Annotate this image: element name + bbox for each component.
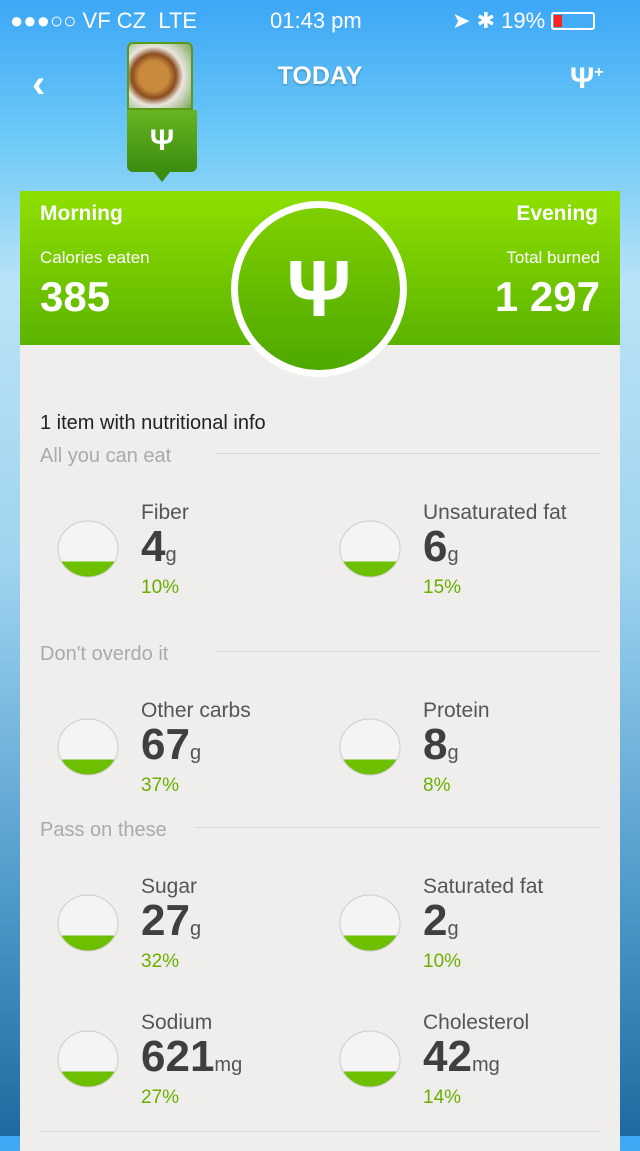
apple-icon xyxy=(53,511,123,581)
fork-knife-icon: Ψ xyxy=(127,110,197,172)
nutrient-fiber: Fiber 4g 10% xyxy=(141,501,189,599)
calories-eaten-value: 385 xyxy=(40,273,111,320)
battery-icon xyxy=(551,12,596,30)
location-icon: ➤ xyxy=(452,8,471,33)
item-count: 1 item with nutritional info xyxy=(40,412,266,434)
chevron-left-icon: ‹ xyxy=(32,62,46,106)
morning-label: Morning xyxy=(40,202,123,225)
nutrient-value: 2g xyxy=(423,896,459,945)
nutrient-percent: 10% xyxy=(141,577,180,598)
nutrient-name: Sodium xyxy=(141,1011,213,1034)
nutrient-percent: 15% xyxy=(423,577,462,598)
total-burned-label: Total burned xyxy=(506,248,600,267)
nutrition-card: Morning Evening Calories eaten 385 Total… xyxy=(20,191,620,1151)
fork-knife-icon: Ψ xyxy=(238,208,400,370)
fork-knife-plus-icon: Ψ+ xyxy=(570,62,604,95)
add-meal-button[interactable]: Ψ+ xyxy=(570,62,604,96)
status-right: ➤ ✱ 19% xyxy=(452,8,596,34)
nutrient-name: Protein xyxy=(423,699,490,722)
nutrient-protein: Protein 8g 8% xyxy=(423,699,490,797)
section-dont-overdo: Don't overdo it xyxy=(40,643,177,666)
oil-drops-icon xyxy=(335,511,405,581)
meal-tag[interactable]: Ψ xyxy=(127,42,197,182)
nutrient-unsaturated-fat: Unsaturated fat 6g 15% xyxy=(423,501,573,599)
calories-eaten-label: Calories eaten xyxy=(40,248,150,267)
nutrient-name: Unsaturated fat xyxy=(423,501,567,524)
nutrient-percent: 27% xyxy=(141,1087,180,1108)
evening-label: Evening xyxy=(516,202,598,225)
nutrient-value: 6g xyxy=(423,522,459,571)
nutrient-other-carbs: Other carbs 67g 37% xyxy=(141,699,251,797)
butter-icon xyxy=(335,885,405,955)
nutrient-value: 27g xyxy=(141,896,202,945)
nutrient-sugar: Sugar 27g 32% xyxy=(141,875,201,973)
nutrient-value: 621mg xyxy=(141,1032,243,1081)
salt-shaker-icon xyxy=(53,1021,123,1091)
nutrient-name: Sugar xyxy=(141,875,198,898)
section-pass-on-these: Pass on these xyxy=(40,819,175,842)
nutrient-percent: 10% xyxy=(423,951,462,972)
nutrient-percent: 37% xyxy=(141,775,180,796)
nutrient-value: 4g xyxy=(141,522,177,571)
nutrient-percent: 14% xyxy=(423,1087,462,1108)
bread-slices-icon xyxy=(53,709,123,779)
nutrient-name: Saturated fat xyxy=(423,875,544,898)
nutrient-percent: 32% xyxy=(141,951,180,972)
status-time: 01:43 pm xyxy=(270,8,362,33)
bluetooth-icon: ✱ xyxy=(476,8,495,33)
total-burned-value: 1 297 xyxy=(494,273,600,320)
nutrient-cholesterol: Cholesterol 42mg 14% xyxy=(423,1011,529,1109)
nutrient-saturated-fat: Saturated fat 2g 10% xyxy=(423,875,543,973)
nutrient-name: Fiber xyxy=(141,501,189,524)
nutrient-value: 42mg xyxy=(423,1032,500,1081)
meal-photo xyxy=(127,42,193,110)
page-title: TODAY xyxy=(277,62,363,90)
nutrient-value: 8g xyxy=(423,720,459,769)
nutrient-value: 67g xyxy=(141,720,202,769)
back-button[interactable]: ‹ xyxy=(32,62,45,107)
carrier-signal: ●●●○○ VF CZ LTE xyxy=(10,8,198,33)
nutrient-name: Cholesterol xyxy=(423,1011,530,1034)
steak-icon xyxy=(335,709,405,779)
sugar-cubes-icon xyxy=(53,885,123,955)
nutrient-sodium: Sodium 621mg 27% xyxy=(141,1011,242,1109)
nutrient-name: Other carbs xyxy=(141,699,251,722)
eggs-icon xyxy=(335,1021,405,1091)
nutrient-percent: 8% xyxy=(423,775,451,796)
meal-circle[interactable]: Ψ xyxy=(231,201,407,377)
section-all-you-can-eat: All you can eat xyxy=(40,445,180,468)
